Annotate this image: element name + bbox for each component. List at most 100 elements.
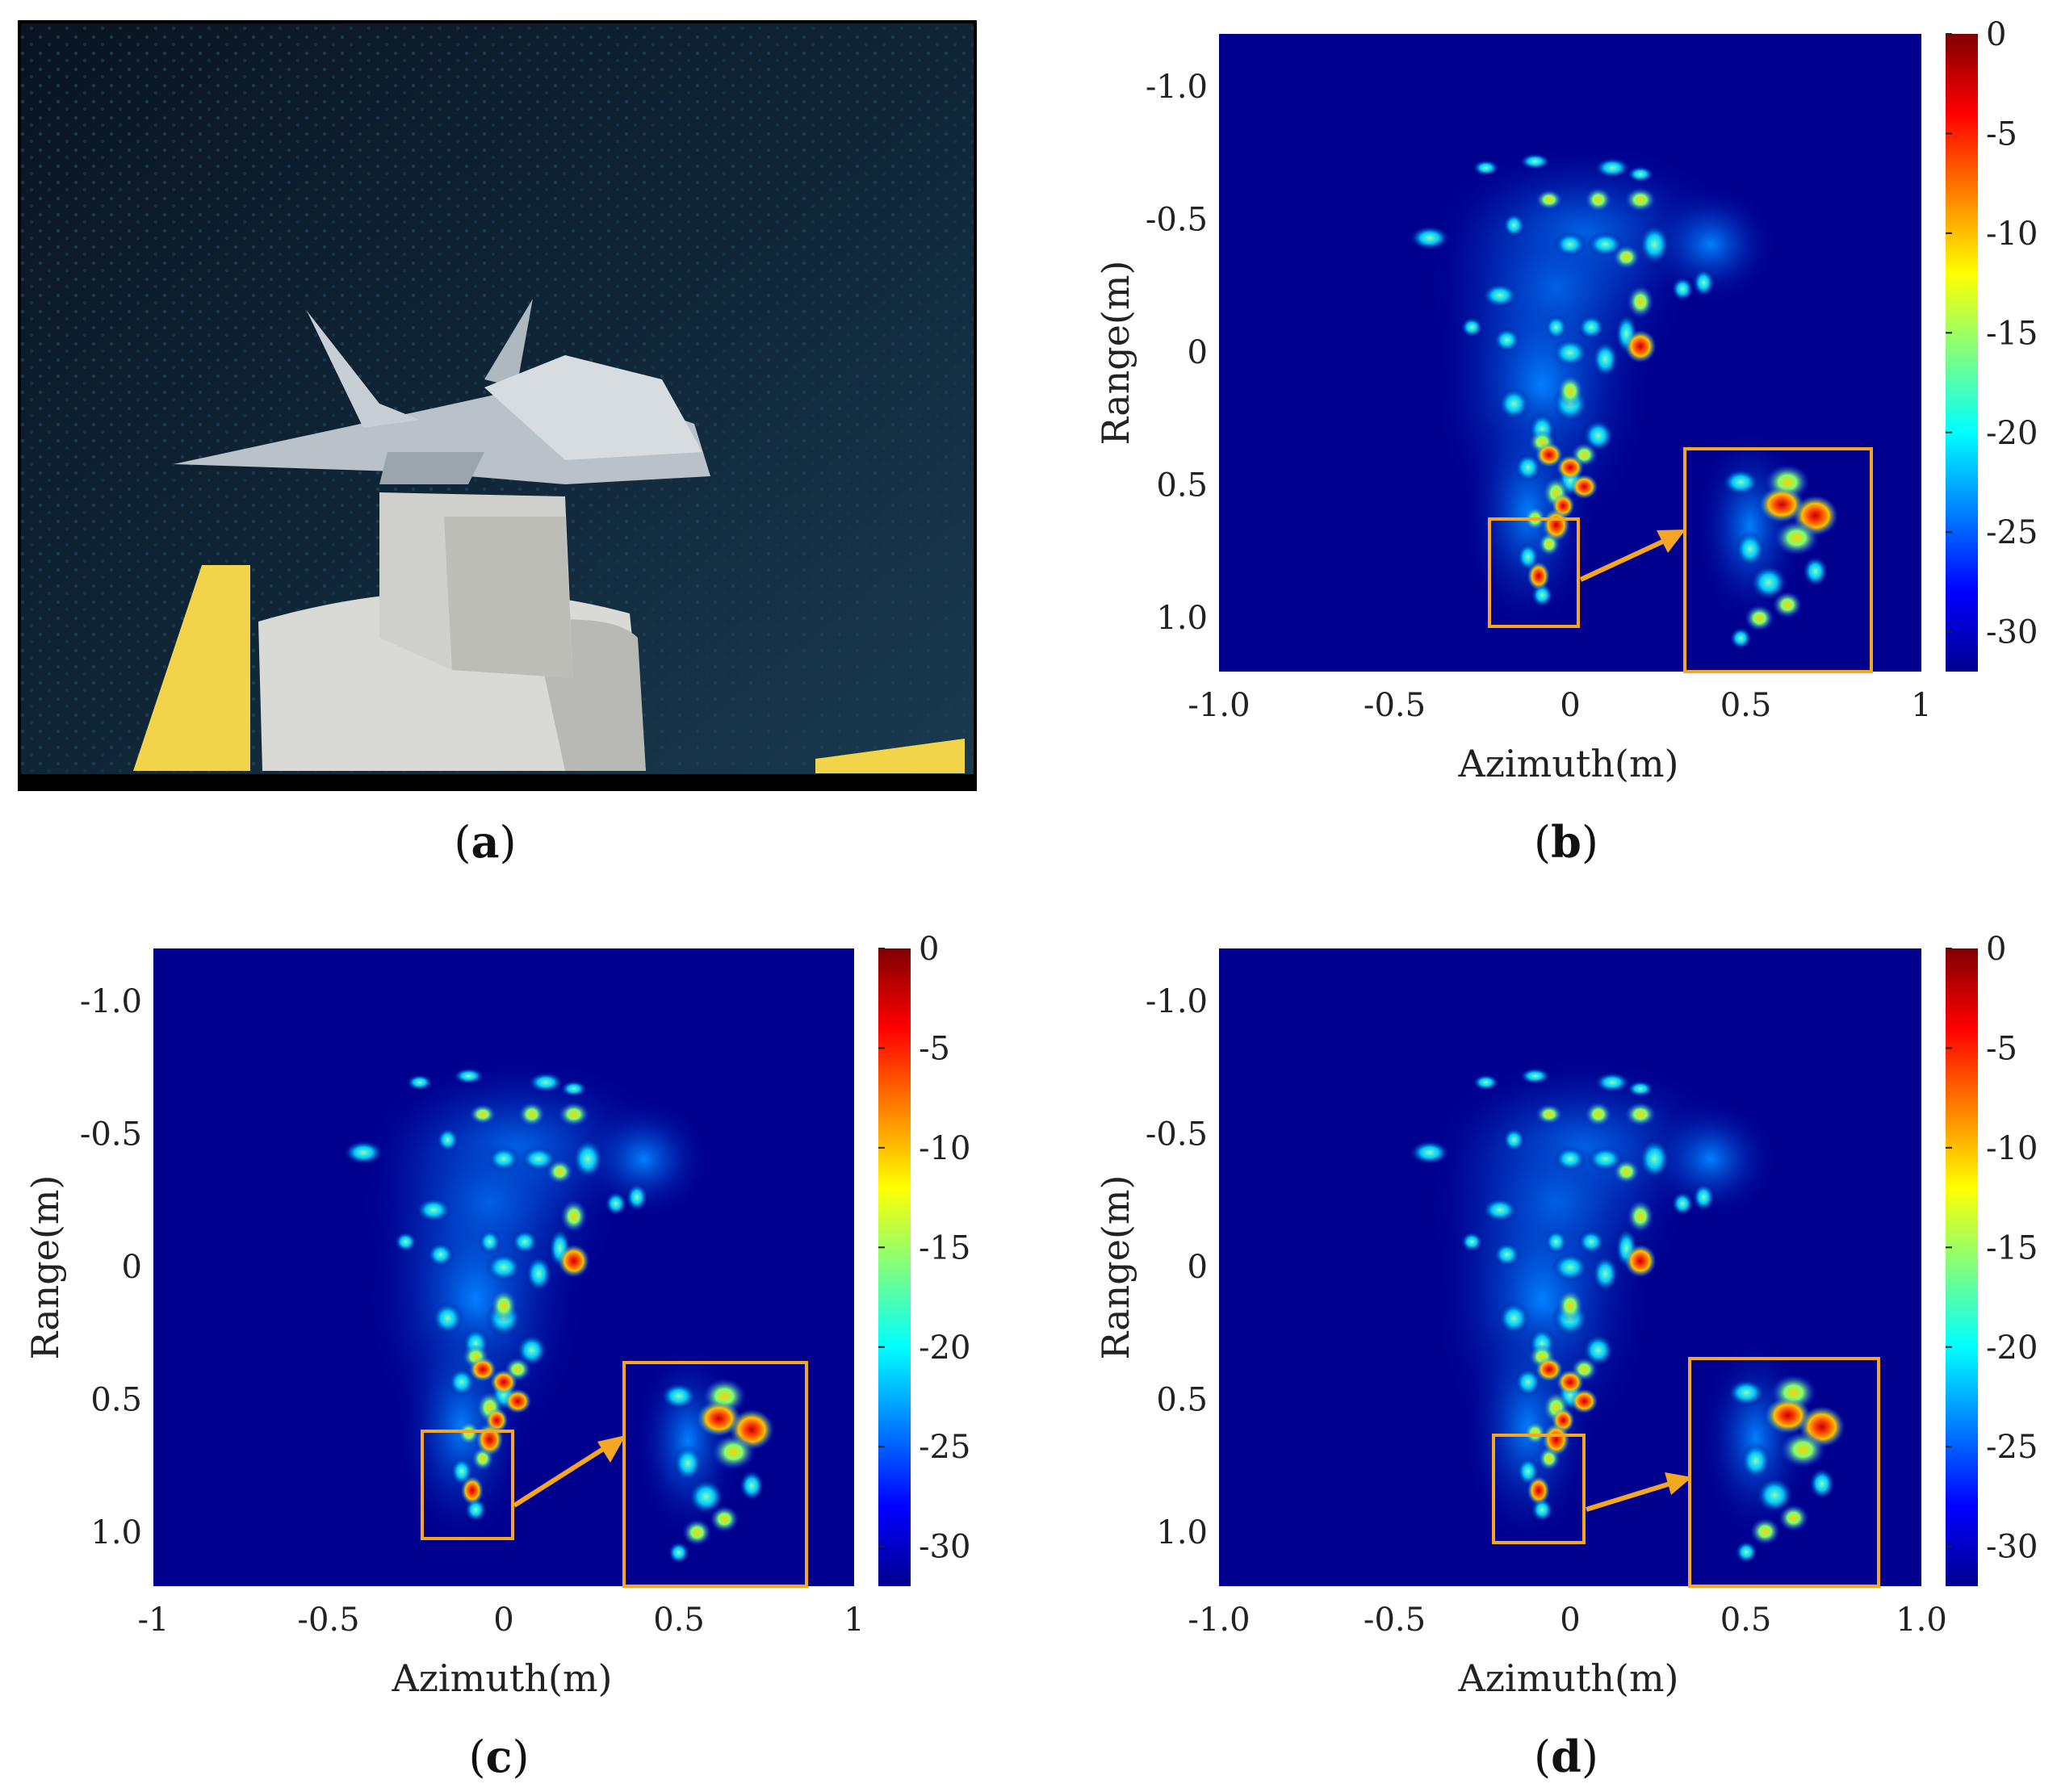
x-axis-label: Azimuth(m)	[1457, 1656, 1678, 1700]
x-tick-label: -0.5	[1364, 1601, 1426, 1639]
y-tick-label: 0.5	[90, 1382, 142, 1419]
isar-image-panel-b: 0 -5 -10 -15 -20 -25 -30 -1.0 -0.5 0 0.5 1 -1.0 -0.…	[1094, 16, 2038, 868]
x-axis-label: Azimuth(m)	[1457, 742, 1678, 785]
colorbar-tick-label: 0	[919, 931, 939, 968]
colorbar-tick-label: -25	[1986, 1429, 2038, 1466]
scatter-point	[485, 1253, 522, 1282]
scatter-point	[427, 1242, 455, 1267]
scatter-point	[469, 1103, 496, 1125]
zoom-arrow	[1586, 1480, 1674, 1512]
inset-scatter-point	[1802, 555, 1829, 588]
scatter-point	[504, 1388, 532, 1414]
panel-label-d: (d)	[1534, 1731, 1598, 1782]
scatter-point	[1493, 1242, 1521, 1267]
zoom-inset-heatmap	[633, 1340, 774, 1564]
y-tick-label: -1.0	[1146, 69, 1208, 106]
scatter-point	[1514, 453, 1542, 482]
zoom-inset-border	[1683, 447, 1873, 673]
colorbar-tick-label: -20	[1986, 1329, 2038, 1367]
scatter-point	[546, 1159, 574, 1184]
zoom-inset-border	[1688, 1357, 1880, 1588]
scatter-point	[1671, 1191, 1695, 1216]
scatter-point	[1587, 232, 1623, 257]
zoom-arrowhead	[1657, 530, 1686, 553]
colorbar-ticks: 0 -5 -10 -15 -20 -25 -30	[1946, 16, 2038, 651]
scatter-point	[1498, 1301, 1530, 1335]
x-ticks: -1.0 -0.5 0 0.5 1	[1188, 687, 1931, 724]
x-tick-label: 0	[493, 1601, 513, 1639]
scatter-heatmap	[1409, 140, 1778, 635]
scatter-point	[1587, 1146, 1623, 1171]
scatter-point	[453, 1067, 485, 1085]
scatter-point	[1523, 1421, 1547, 1446]
scatter-point	[1535, 1357, 1563, 1382]
isar-image-panel-c: 0 -5 -10 -15 -20 -25 -30 -1 -0.5 0 0.5 1 -1.0 -0.5 0…	[23, 931, 970, 1782]
inset-scatter-point	[1780, 1431, 1826, 1468]
colorbar	[1946, 34, 1978, 672]
x-tick-label: -1.0	[1188, 1601, 1250, 1639]
scatter-point	[1527, 1476, 1550, 1505]
zoom-box	[1492, 1434, 1586, 1544]
scatter-point	[490, 1289, 517, 1322]
scatter-heatmap	[343, 1054, 711, 1550]
scatter-point	[1544, 1229, 1568, 1254]
scatter-point	[475, 1423, 504, 1456]
y-ticks: -1.0 -0.5 0 0.5 1.0	[80, 983, 142, 1551]
scatter-point	[1692, 1183, 1716, 1212]
y-ticks: -1.0 -0.5 0 0.5 1.0	[1146, 69, 1208, 637]
y-tick-label: 0	[122, 1249, 142, 1286]
x-ticks: -1 -0.5 0 0.5 1	[138, 1601, 865, 1639]
scatter-point	[1692, 268, 1716, 297]
zoom-arrowhead	[1665, 1472, 1692, 1495]
scatter-point	[1671, 276, 1695, 302]
scatter-point	[1519, 1067, 1551, 1085]
y-tick-label: -0.5	[80, 1116, 142, 1153]
scatter-point	[1582, 419, 1615, 452]
scatter-point	[488, 1146, 520, 1171]
isar-image-panel-d: 0-5-10-15-20-25-30 -1.0 -0.5 0 0.5 1.0 -1.0-…	[1094, 931, 2038, 1782]
scatter-point	[1594, 1072, 1631, 1093]
x-tick-label: 0	[1560, 687, 1580, 724]
y-tick-label: 1.0	[1156, 600, 1208, 637]
scatter-point	[1502, 1127, 1526, 1153]
scatter-point	[1570, 1388, 1598, 1414]
scatter-point	[1544, 315, 1568, 340]
y-tick-label: 1.0	[1156, 1514, 1208, 1551]
scatter-point	[1638, 1138, 1670, 1179]
scatter-point	[432, 1301, 464, 1335]
inset-scatter-point	[668, 1541, 690, 1564]
scatter-point	[478, 1229, 501, 1254]
inset-scatter-point	[682, 1518, 712, 1547]
inset-scatter-point	[1741, 1442, 1771, 1480]
scatter-point	[394, 1231, 417, 1253]
scatter-point	[461, 1476, 484, 1505]
scatter-point	[1552, 338, 1589, 367]
scatter-point	[1535, 442, 1563, 467]
colorbar-ticks: 0 -5 -10 -15 -20 -25 -30	[1946, 931, 2038, 1566]
aircraft-model	[174, 299, 710, 484]
scatter-point	[1591, 1255, 1619, 1292]
scatter-point	[1498, 387, 1530, 421]
inset-scatter-point	[660, 1382, 698, 1410]
scatter-heatmap	[1409, 1054, 1778, 1550]
panel-label-c: (c)	[468, 1731, 529, 1782]
inset-scatter-point	[1774, 520, 1820, 556]
scatter-point	[1577, 315, 1605, 340]
scatter-point	[469, 1357, 496, 1382]
scatter-point	[558, 1102, 590, 1127]
scatter-point	[560, 1200, 588, 1233]
x-ticks: -1.0 -0.5 0 0.5 1.0	[1188, 1601, 1946, 1639]
scatter-point	[1570, 474, 1598, 500]
scatter-point	[1554, 232, 1586, 257]
colorbar-tick-label: -5	[1986, 115, 2017, 153]
scatter-point	[576, 1097, 711, 1220]
inset-scatter-point	[1755, 1476, 1794, 1514]
colorbar-tick-label: -5	[919, 1030, 950, 1067]
y-tick-label: 0	[1188, 334, 1208, 371]
zoom-box	[1488, 517, 1580, 628]
scatter-point	[626, 1183, 648, 1212]
scatter-point	[1556, 455, 1584, 480]
scatter-point	[560, 1080, 588, 1097]
scatter-point	[572, 1138, 604, 1179]
inset-scatter-point	[739, 1469, 765, 1501]
